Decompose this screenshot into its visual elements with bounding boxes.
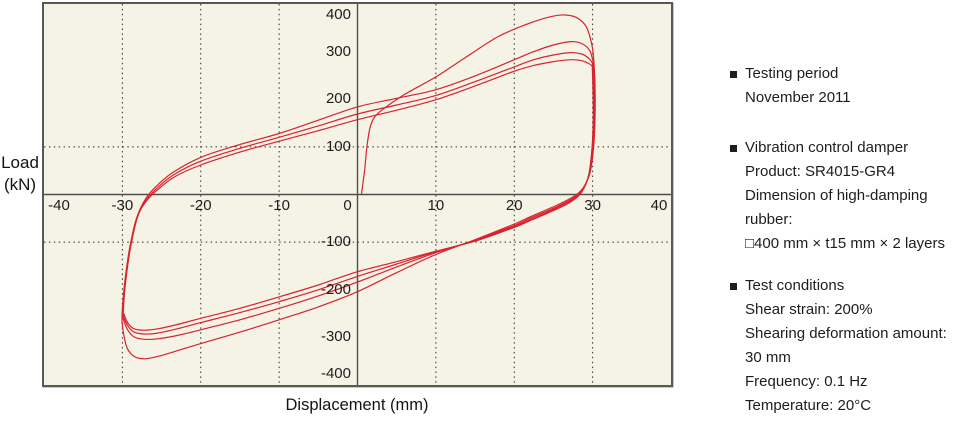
x-tick-label: 20: [505, 197, 523, 214]
x-tick-label: -20: [189, 197, 212, 214]
x-tick-label: 0: [343, 197, 352, 214]
x-axis-title: Displacement (mm): [285, 396, 429, 414]
info-line: □400 mm × t15 mm × 2 layers: [745, 235, 945, 252]
info-section-lines: Shear strain: 200% Shearing deformation a…: [730, 298, 962, 418]
square-bullet-icon: [730, 70, 737, 78]
info-section-title: Vibration control damper: [745, 139, 909, 156]
series-cycle1-initial-loading: [360, 14, 595, 195]
info-section-lines: Product: SR4015-GR4 Dimension of high-dam…: [730, 160, 962, 256]
square-bullet-icon: [730, 282, 737, 290]
info-section-lines: November 2011: [730, 86, 962, 110]
square-bullet-icon: [730, 144, 737, 152]
info-line: Temperature: 20°C: [745, 397, 872, 414]
y-tick-label: -400: [320, 365, 351, 382]
info-line: Dimension of high-damping rubber:: [745, 187, 928, 228]
x-tick-label: 30: [584, 197, 601, 214]
y-axis-title-line1: Load: [1, 153, 39, 172]
info-panel: Testing period November 2011 Vibration c…: [730, 0, 962, 424]
y-tick-label: 400: [325, 6, 351, 23]
hysteresis-loop-chart: [44, 4, 671, 385]
series-cycle4-loading: [122, 59, 593, 316]
y-axis-title-line2: (kN): [3, 175, 37, 194]
info-section-testing-period: Testing period November 2011: [730, 62, 962, 110]
info-line: Frequency: 0.1 Hz: [745, 373, 868, 390]
y-tick-label: -100: [320, 233, 351, 251]
info-line: Shear strain: 200%: [745, 301, 873, 318]
y-tick-label: 300: [325, 42, 351, 60]
info-section-header: Vibration control damper: [730, 136, 962, 160]
info-section-vibration-control-damper: Vibration control damper Product: SR4015…: [730, 136, 962, 256]
plot-area: -40 -30 -20 -10 0 10 20 30 40 400 300 200 100 -100 -2…: [42, 2, 673, 387]
y-tick-label: -200: [320, 280, 351, 298]
x-tick-label: -10: [268, 197, 290, 214]
info-section-title: Test conditions: [745, 277, 845, 294]
x-tick-label: -40: [48, 197, 70, 214]
info-section-test-conditions: Test conditions Shear strain: 200% Sheari…: [730, 274, 962, 418]
info-line: November 2011: [745, 89, 851, 106]
series-cycle4-unloading: [123, 65, 594, 331]
info-section-header: Test conditions: [730, 274, 962, 298]
y-tick-label: 100: [325, 137, 351, 155]
x-tick-label: 40: [650, 197, 668, 214]
info-line: Shearing deformation amount: 30 mm: [745, 325, 947, 366]
y-tick-label: 200: [325, 90, 351, 108]
info-line: Product: SR4015-GR4: [745, 163, 896, 180]
info-section-title: Testing period: [745, 65, 839, 82]
y-tick-label: -300: [320, 328, 351, 346]
info-section-header: Testing period: [730, 62, 962, 86]
x-tick-label: -30: [111, 197, 134, 214]
x-tick-label: 10: [427, 197, 445, 214]
y-axis-title: Load (kN): [0, 152, 40, 196]
